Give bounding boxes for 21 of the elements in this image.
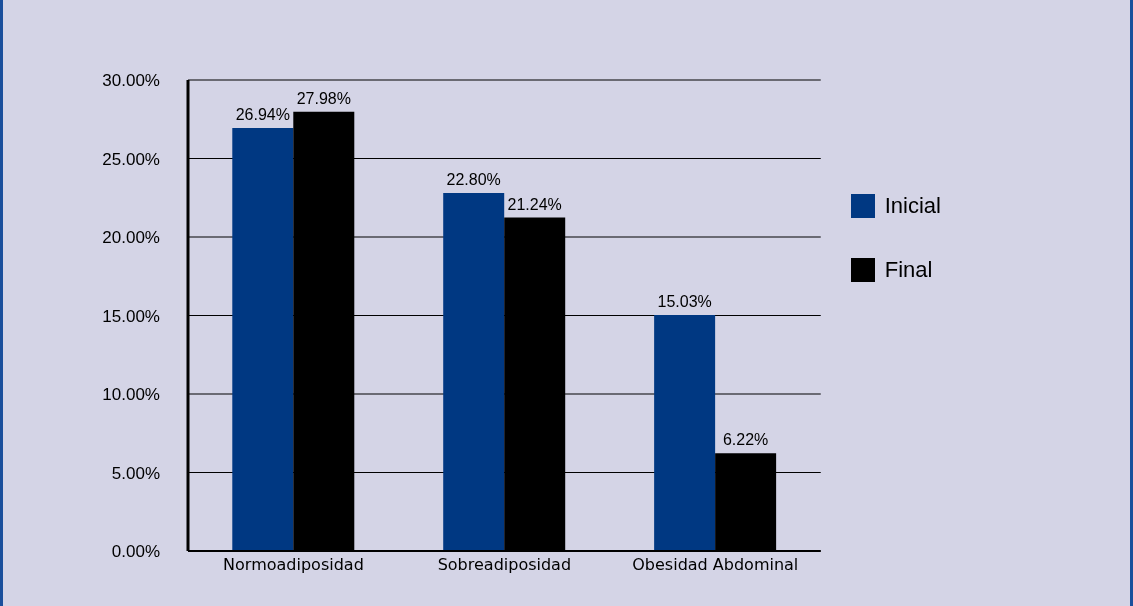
legend-label: Inicial [884, 193, 941, 219]
data-label: 21.24% [507, 195, 562, 213]
y-tick-label: 10.00% [102, 385, 160, 405]
data-label: 26.94% [235, 106, 290, 124]
x-tick-label: Sobreadiposidad [437, 555, 572, 575]
y-tick-label: 25.00% [102, 149, 160, 169]
data-label: 15.03% [657, 293, 712, 311]
y-tick-label: 0.00% [111, 542, 160, 562]
bar [232, 128, 294, 551]
data-label: 6.22% [722, 431, 769, 449]
y-tick-label: 20.00% [102, 228, 160, 248]
x-tick-label: Obesidad Abdominal [632, 555, 799, 575]
data-label: 27.98% [296, 89, 351, 107]
legend-label: Final [884, 257, 933, 283]
bar [654, 315, 716, 551]
y-tick-label: 5.00% [111, 463, 160, 483]
y-tick-label: 15.00% [102, 306, 160, 326]
y-tick-label: 30.00% [102, 71, 160, 91]
data-label: 22.80% [446, 171, 501, 189]
x-tick-label: Normoadiposidad [223, 555, 364, 575]
bar [443, 193, 505, 551]
